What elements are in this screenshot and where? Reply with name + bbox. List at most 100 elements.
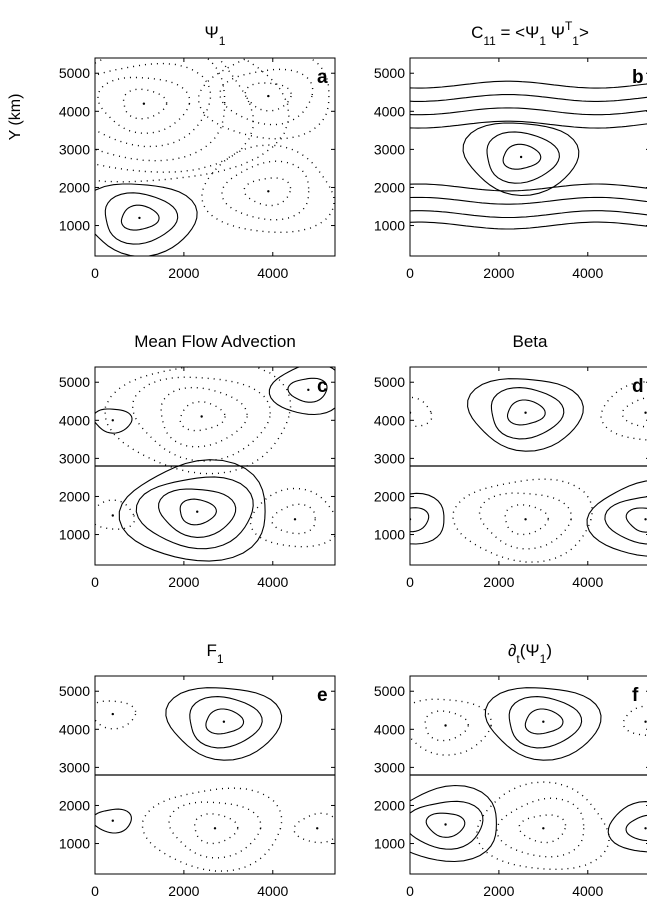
- contour-center: [644, 720, 647, 723]
- title-part-title-sub2: 1: [539, 34, 546, 48]
- contour-center: [213, 827, 217, 830]
- contours: [95, 58, 335, 256]
- y-tick-label: 1000: [374, 218, 405, 234]
- y-tick-label: 3000: [59, 141, 90, 157]
- contour-negative: [424, 710, 470, 742]
- x-tick-label: 0: [91, 265, 99, 281]
- title-part-title: F: [206, 641, 216, 660]
- contour-positive: [158, 488, 237, 538]
- contour-positive: [95, 183, 198, 256]
- contour-center: [138, 216, 141, 220]
- y-tick-label: 1000: [59, 218, 90, 234]
- y-tick-label: 2000: [59, 179, 90, 195]
- contour-negative: [194, 813, 239, 845]
- contour-center: [542, 720, 545, 723]
- contour-center: [111, 712, 114, 716]
- y-tick-label: 4000: [59, 412, 90, 428]
- y-tick-label: 5000: [59, 683, 90, 699]
- contour-negative: [95, 62, 212, 148]
- contour-negative: [122, 88, 168, 120]
- contour-positive: [118, 459, 266, 562]
- x-tick-label: 4000: [572, 883, 603, 899]
- panel-title: C11 = <Ψ1 ΨT1>: [471, 19, 589, 48]
- title-part-title-sub2: 1: [540, 652, 547, 666]
- contour-negative: [219, 68, 314, 126]
- title-part-title: Beta: [513, 332, 549, 351]
- contour-center: [267, 190, 270, 193]
- title-part-title-rest: = <Ψ: [496, 23, 540, 42]
- panel-letter: c: [317, 376, 328, 397]
- contour-positive: [205, 708, 245, 735]
- panel-title: Beta: [513, 332, 549, 351]
- contour-negative: [478, 492, 573, 550]
- x-tick-label: 0: [91, 574, 99, 590]
- x-tick-label: 2000: [168, 883, 199, 899]
- panel-letter: b: [632, 67, 644, 88]
- panel-title: F1: [206, 641, 223, 666]
- contour-negative: [410, 698, 493, 756]
- y-tick-label: 2000: [374, 179, 405, 195]
- contour-center: [444, 823, 447, 826]
- contour-positive: [135, 476, 254, 550]
- contour-negative: [622, 705, 647, 736]
- contour-center: [524, 411, 527, 414]
- contour-positive: [120, 204, 160, 231]
- contour-positive: [95, 808, 132, 834]
- contour-negative: [160, 386, 248, 448]
- title-part-title-end: ): [546, 641, 552, 660]
- contour-positive: [502, 143, 542, 170]
- contour-positive: [467, 378, 584, 452]
- contour-positive: [410, 800, 484, 850]
- axes-frame: [94, 57, 336, 257]
- y-tick-label: 3000: [374, 141, 405, 157]
- contour-center: [542, 827, 545, 830]
- contour-positive: [484, 687, 602, 761]
- contour-center: [644, 827, 647, 830]
- contour-positive: [410, 507, 430, 533]
- y-tick-label: 4000: [59, 103, 90, 119]
- contour-center: [142, 102, 146, 105]
- contour-positive: [524, 708, 564, 735]
- contour-center: [519, 155, 523, 159]
- y-tick-label: 2000: [59, 797, 90, 813]
- contour-center: [307, 388, 310, 392]
- title-part-title-sub: 1: [217, 652, 224, 666]
- contour-negative: [95, 58, 290, 183]
- y-tick-label: 1000: [59, 527, 90, 543]
- x-tick-label: 0: [406, 574, 414, 590]
- panel-letter: e: [317, 685, 328, 706]
- contour-negative: [104, 367, 292, 475]
- contour-negative: [95, 58, 226, 162]
- contour-positive: [490, 387, 565, 440]
- x-tick-label: 4000: [257, 883, 288, 899]
- contour-positive: [625, 507, 647, 533]
- contour-positive: [462, 122, 580, 197]
- x-tick-label: 4000: [572, 265, 603, 281]
- axes-frame: [94, 675, 336, 875]
- axes-frame: [409, 675, 647, 875]
- y-tick-label: 3000: [59, 450, 90, 466]
- contour-line: [410, 80, 647, 89]
- x-tick-label: 4000: [257, 265, 288, 281]
- x-tick-label: 4000: [257, 574, 288, 590]
- contour-center: [222, 720, 226, 723]
- y-tick-label: 4000: [374, 103, 405, 119]
- contour-center: [644, 411, 647, 414]
- contour-center: [267, 94, 270, 98]
- contour-negative: [141, 787, 283, 872]
- contour-negative: [452, 478, 593, 563]
- contour-negative: [95, 499, 136, 530]
- contour-negative: [198, 58, 330, 140]
- panel-e: F1 0 2000 4000 1000 2000 3000 4000 5000 e: [59, 641, 336, 899]
- x-tick-label: 2000: [483, 574, 514, 590]
- contour-positive: [586, 480, 647, 557]
- contour-positive: [189, 696, 263, 749]
- contour-negative: [496, 797, 585, 858]
- panel-b: C11 = <Ψ1 ΨT1>0 2000 400010002000300040005…: [374, 19, 647, 281]
- contour-negative: [221, 160, 310, 221]
- panel-d: Beta 0 2000 4000 1000 2000 3000 4000 5000 d: [374, 332, 647, 590]
- contour-negative: [97, 76, 191, 135]
- y-tick-label: 2000: [374, 488, 405, 504]
- contour-positive: [179, 498, 217, 526]
